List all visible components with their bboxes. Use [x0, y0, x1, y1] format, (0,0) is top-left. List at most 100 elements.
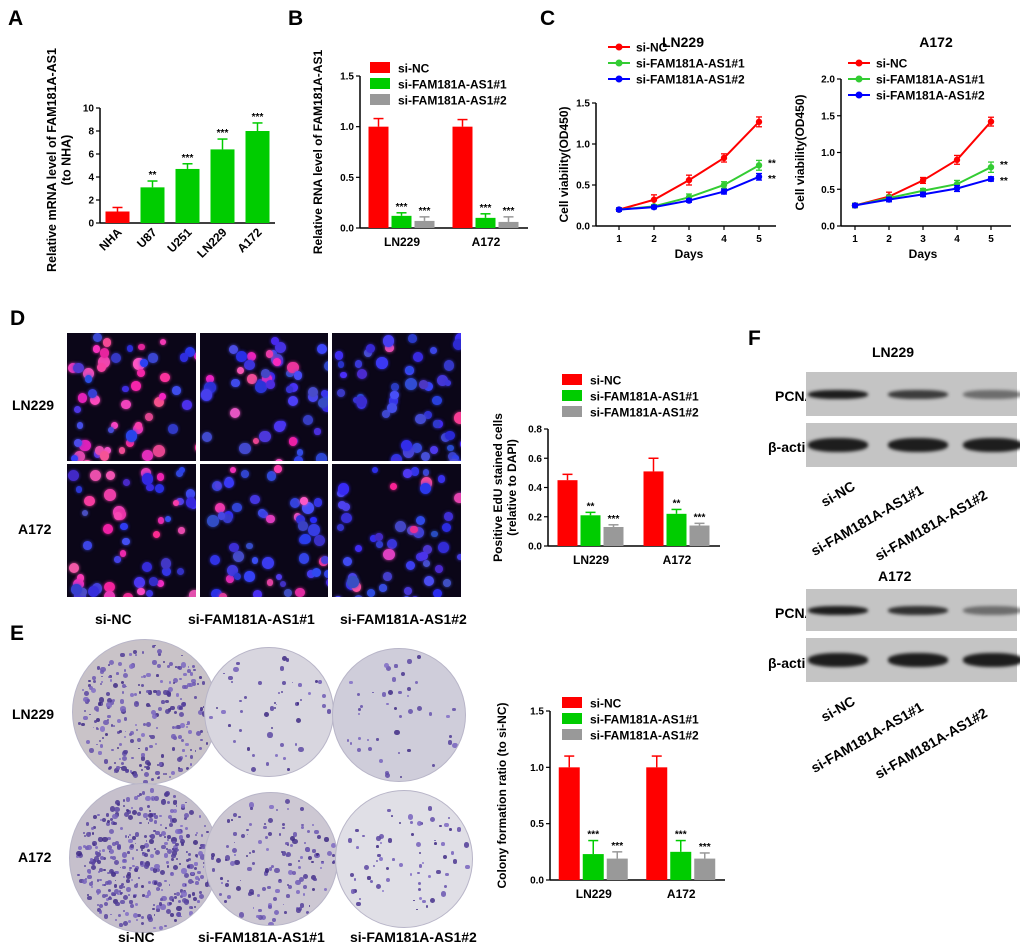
chart-c2-x-tick-label: 4: [954, 234, 960, 245]
chart-c2-point: [919, 177, 927, 184]
chart-e-y-label: Colony formation ratio (to si-NC): [495, 703, 509, 889]
chart-b-y-label: Relative RNA level of FAM181A-AS1: [311, 50, 325, 255]
chart-c2-point: [953, 185, 961, 192]
chart-c2-y-tick-label: 1.5: [821, 111, 835, 122]
edu-image-ln229-as1-2: [332, 333, 461, 461]
chart-e-bar: [694, 858, 716, 880]
chart-b-legend-label: si-FAM181A-AS1#1: [398, 78, 507, 92]
colony-dish-ln229-as1-2: [332, 648, 466, 782]
chart-c-ln229-viability: LN229 0.0 0.5 1.0 1.5 1 2 3 4 5 Days ** ** si-NC si-FA…: [557, 34, 776, 261]
chart-e-bar: [558, 767, 580, 880]
panel-label-e: E: [10, 622, 25, 645]
chart-e-x-tick-label: LN229: [576, 887, 612, 901]
chart-a-bar: [210, 149, 235, 223]
chart-c2-y-tick-label: 2.0: [821, 75, 835, 86]
blot-ln229-pcna-band: [808, 389, 868, 399]
chart-e-bar: [646, 767, 668, 880]
blot-ln229-row-actin: β-actin: [768, 439, 814, 455]
chart-a-bar: [140, 187, 165, 223]
chart-d-y-tick-label: 0.6: [528, 454, 542, 465]
chart-c1-x-tick-label: 5: [756, 234, 762, 245]
chart-c2-x-tick-label: 2: [886, 234, 892, 245]
chart-e-y-tick-label: 0.0: [530, 876, 544, 887]
chart-c2-point: [919, 191, 927, 198]
chart-e-legend-swatch: [562, 697, 582, 708]
chart-d-bar: [580, 515, 601, 546]
chart-b-legend-label: si-FAM181A-AS1#2: [398, 94, 507, 108]
chart-d-y-tick-label: 0.8: [528, 425, 542, 436]
chart-c2-y-tick-label: 0.0: [821, 222, 835, 233]
chart-a-x-tick-label: U251: [164, 225, 194, 255]
chart-d-legend-label: si-FAM181A-AS1#1: [590, 390, 699, 404]
chart-d-bar: [689, 525, 710, 546]
chart-b-legend-swatch: [370, 78, 390, 89]
blot-a172-actin-band: [888, 653, 948, 667]
chart-a-significance: ***: [182, 153, 194, 164]
chart-e-y-tick-label: 0.5: [530, 819, 544, 830]
chart-c1-point: [650, 203, 658, 211]
chart-a-x-tick-label: NHA: [96, 225, 125, 254]
chart-b-bar: [452, 126, 473, 228]
chart-b-bar: [498, 221, 519, 228]
chart-d-bar: [666, 513, 687, 546]
edu-image-a172-as1-2: [332, 464, 461, 597]
edu-image-ln229-nc: [67, 333, 196, 461]
chart-e-legend-label: si-FAM181A-AS1#1: [590, 713, 699, 727]
chart-c1-legend-marker: [615, 59, 623, 67]
blot-a172-row-pcna: PCNA: [775, 605, 815, 621]
chart-a-y-tick-label: 4: [88, 173, 94, 184]
chart-c1-point: [650, 196, 658, 203]
chart-c2-y-tick-label: 0.5: [821, 185, 835, 196]
panel-label-d: D: [10, 307, 26, 330]
blot-title-ln229: LN229: [872, 344, 915, 360]
panel-label-f: F: [748, 327, 761, 350]
chart-b-legend-swatch: [370, 62, 390, 73]
d-row-label-ln229: LN229: [12, 397, 55, 413]
blot-title-a172: A172: [878, 568, 912, 584]
chart-d-significance: ***: [694, 512, 706, 523]
chart-a-y-tick-label: 2: [88, 196, 94, 207]
chart-d-significance: **: [673, 498, 681, 509]
e-row-label-ln229: LN229: [12, 706, 55, 722]
chart-c1-x-tick-label: 1: [616, 234, 622, 245]
chart-a-y-tick-label: 6: [88, 150, 94, 161]
blot-a172-row-actin: β-actin: [768, 655, 814, 671]
blot-a172-actin-band: [808, 653, 868, 667]
blot-ln229-pcna-band: [888, 389, 948, 399]
chart-e-significance: ***: [699, 842, 711, 853]
chart-c1-title: LN229: [662, 34, 704, 50]
chart-b-bar: [414, 220, 435, 228]
chart-c2-legend-label: si-NC: [876, 57, 908, 71]
chart-d-y-tick-label: 0.0: [528, 542, 542, 553]
chart-c2-y-label: Cell viability(OD450): [793, 94, 807, 210]
blot-ln229-actin-band: [963, 438, 1020, 452]
blot-a172-pcna-band: [808, 605, 868, 615]
chart-b-y-tick-label: 1.5: [340, 72, 354, 83]
chart-e-y-tick-label: 1.5: [530, 707, 544, 718]
chart-a-bar: [175, 168, 200, 223]
blot-ln229-pcna-band: [963, 389, 1020, 399]
chart-d-legend-swatch: [562, 406, 582, 417]
chart-c2-x-label: Days: [909, 247, 938, 261]
chart-d-y-label: Positive EdU stained cells: [491, 413, 505, 562]
chart-e-legend-label: si-NC: [590, 697, 622, 711]
chart-a-bar: [245, 131, 270, 223]
chart-c2-legend-label: si-FAM181A-AS1#2: [876, 89, 985, 103]
colony-dish-ln229-nc: [72, 639, 218, 785]
chart-c1-x-tick-label: 3: [686, 234, 692, 245]
chart-c1-y-tick-label: 0.5: [576, 181, 590, 192]
chart-e-legend-label: si-FAM181A-AS1#2: [590, 729, 699, 743]
chart-e-legend-swatch: [562, 713, 582, 724]
chart-c2-point: [987, 175, 995, 183]
chart-a-y-label: (to NHA): [60, 135, 74, 186]
e-col-label-as1-2: si-FAM181A-AS1#2: [350, 929, 477, 945]
chart-a-x-tick-label: LN229: [194, 225, 230, 261]
chart-c2-legend-marker: [855, 59, 863, 67]
e-col-label-nc: si-NC: [118, 929, 155, 945]
edu-image-a172-as1-1: [200, 464, 328, 597]
chart-a-significance: ***: [217, 128, 229, 139]
chart-a-y-label: Relative mRNA level of FAM181A-AS1: [45, 48, 59, 272]
chart-a-y-tick-label: 8: [88, 127, 94, 138]
chart-c1-y-tick-label: 0.0: [576, 222, 590, 233]
chart-c1-point: [685, 197, 693, 204]
